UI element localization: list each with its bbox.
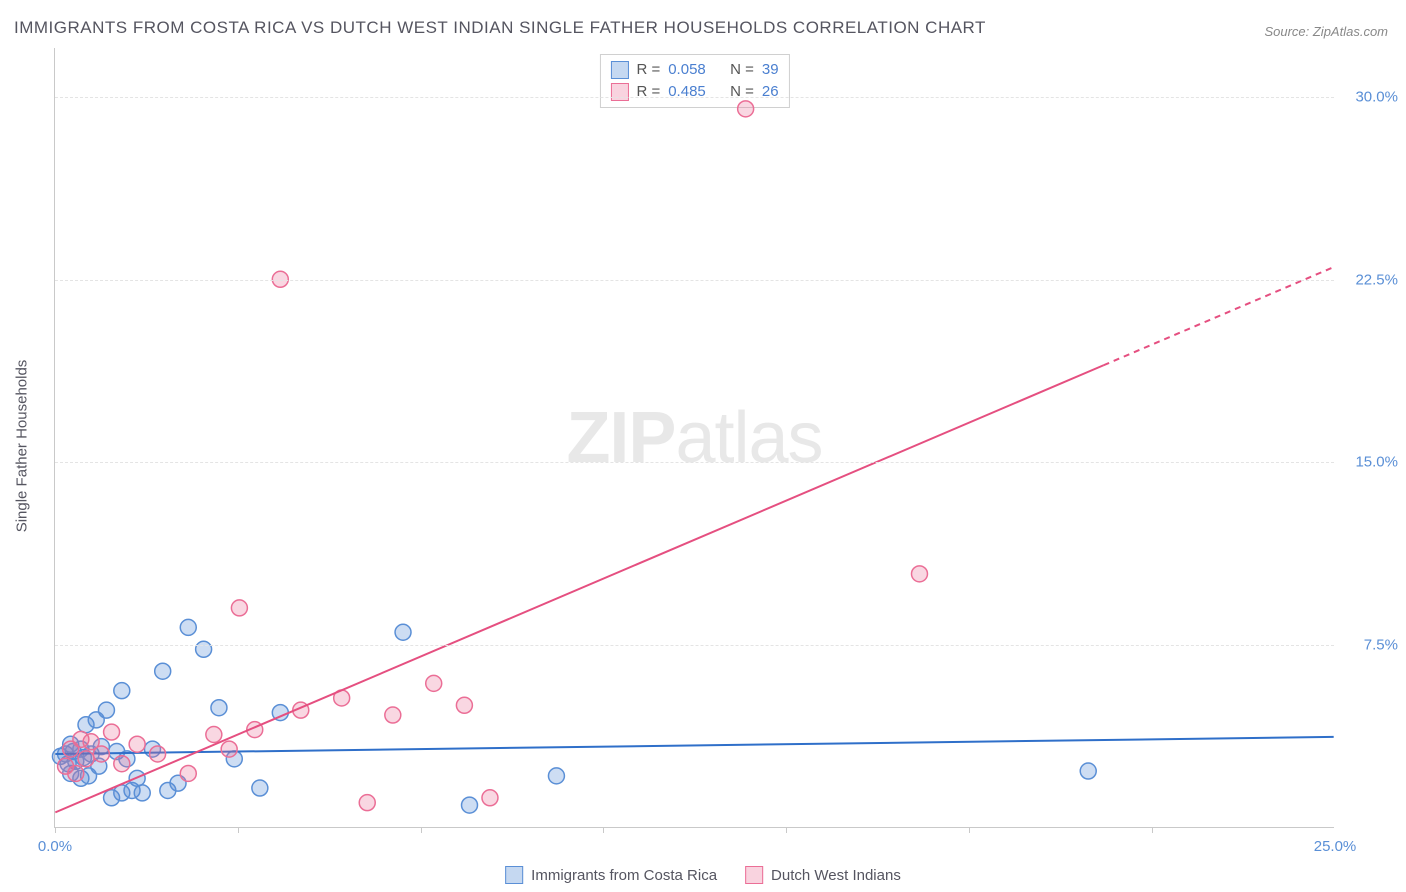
data-point [359, 795, 375, 811]
data-point [114, 683, 130, 699]
data-point [206, 727, 222, 743]
gridline [55, 462, 1334, 463]
data-point [211, 700, 227, 716]
data-point [104, 724, 120, 740]
data-point [548, 768, 564, 784]
data-point [68, 765, 84, 781]
x-tick [421, 827, 422, 833]
y-tick-label: 30.0% [1355, 88, 1398, 105]
gridline [55, 645, 1334, 646]
legend-label-pink: Dutch West Indians [771, 867, 901, 884]
data-point [395, 624, 411, 640]
data-point [912, 566, 928, 582]
trend-line [55, 737, 1333, 754]
data-point [134, 785, 150, 801]
data-point [462, 797, 478, 813]
data-point [252, 780, 268, 796]
x-tick [786, 827, 787, 833]
y-tick-label: 7.5% [1364, 637, 1398, 654]
data-point [93, 746, 109, 762]
legend-item-blue: Immigrants from Costa Rica [505, 866, 717, 884]
x-tick [238, 827, 239, 833]
data-point [114, 756, 130, 772]
data-point [196, 641, 212, 657]
series-legend: Immigrants from Costa Rica Dutch West In… [505, 866, 901, 884]
x-tick-label: 25.0% [1314, 838, 1357, 855]
data-point [180, 765, 196, 781]
data-point [456, 697, 472, 713]
y-tick-label: 15.0% [1355, 454, 1398, 471]
x-tick [55, 827, 56, 833]
y-tick-label: 22.5% [1355, 271, 1398, 288]
x-tick [969, 827, 970, 833]
x-tick [603, 827, 604, 833]
gridline [55, 97, 1334, 98]
data-point [129, 736, 145, 752]
data-point [78, 751, 94, 767]
source-credit: Source: ZipAtlas.com [1264, 24, 1388, 39]
data-point [180, 619, 196, 635]
plot-area: ZIPatlas R = 0.058 N = 39 R = 0.485 N = … [54, 48, 1334, 828]
data-point [738, 101, 754, 117]
chart-svg [55, 48, 1334, 827]
trend-line [55, 365, 1103, 812]
chart-title: IMMIGRANTS FROM COSTA RICA VS DUTCH WEST… [14, 18, 986, 38]
y-axis-label: Single Father Households [14, 360, 31, 533]
data-point [385, 707, 401, 723]
x-tick [1152, 827, 1153, 833]
data-point [150, 746, 166, 762]
data-point [1080, 763, 1096, 779]
data-point [221, 741, 237, 757]
data-point [482, 790, 498, 806]
legend-label-blue: Immigrants from Costa Rica [531, 867, 717, 884]
swatch-pink-icon [745, 866, 763, 884]
trend-line-dashed [1104, 267, 1334, 365]
data-point [98, 702, 114, 718]
swatch-blue-icon [505, 866, 523, 884]
x-tick-label: 0.0% [38, 838, 72, 855]
data-point [231, 600, 247, 616]
data-point [155, 663, 171, 679]
data-point [426, 675, 442, 691]
legend-item-pink: Dutch West Indians [745, 866, 901, 884]
gridline [55, 280, 1334, 281]
